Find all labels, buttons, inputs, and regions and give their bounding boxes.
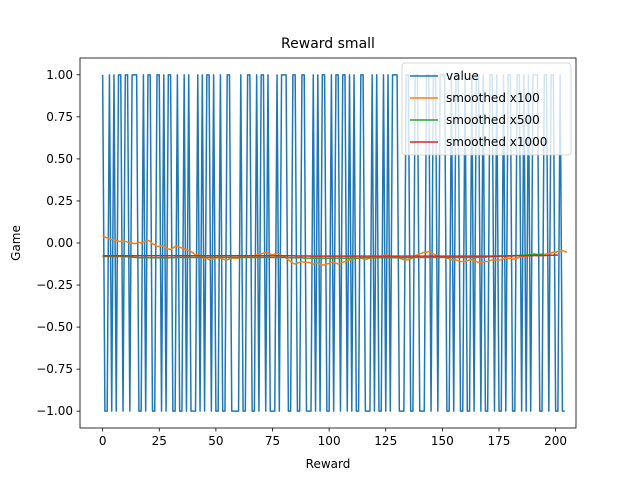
series-line-smoothed-x500 — [102, 253, 545, 259]
legend-label: smoothed x500 — [446, 113, 540, 127]
x-axis-label: Reward — [306, 457, 351, 471]
legend-label: smoothed x1000 — [446, 135, 547, 149]
y-axis: −1.00 −0.75 −0.50 −0.25 0.00 0.25 0.50 0.75 1.00 — [36, 68, 80, 418]
y-tick-label: −0.50 — [36, 320, 73, 334]
chart-title: Reward small — [281, 36, 375, 52]
y-tick-label: 0.25 — [46, 194, 73, 208]
legend-box — [401, 62, 572, 156]
x-tick-label: 175 — [488, 434, 511, 448]
series-layer — [101, 74, 568, 412]
y-tick-label: −1.00 — [36, 404, 73, 418]
x-tick-label: 200 — [544, 434, 567, 448]
y-axis-label: Game — [9, 225, 23, 261]
y-tick-label: 0.75 — [46, 110, 73, 124]
x-tick-label: 25 — [152, 434, 167, 448]
series-line-smoothed-x1000 — [102, 254, 558, 257]
series-line-smoothed-x100 — [102, 235, 568, 266]
x-tick-label: 100 — [318, 434, 341, 448]
x-tick-label: 50 — [208, 434, 223, 448]
y-tick-label: −0.75 — [36, 362, 73, 376]
legend-label: value — [446, 69, 479, 83]
legend-label: smoothed x100 — [446, 91, 540, 105]
y-tick-label: 0.50 — [46, 152, 73, 166]
x-tick-label: 75 — [265, 434, 280, 448]
x-tick-label: 150 — [431, 434, 454, 448]
x-tick-label: 125 — [374, 434, 397, 448]
y-tick-label: −0.25 — [36, 278, 73, 292]
y-tick-label: 0.00 — [46, 236, 73, 250]
legend: value smoothed x100 smoothed x500 smoothed … — [401, 62, 572, 156]
series-line-value — [101, 74, 565, 412]
x-tick-label: 0 — [99, 434, 107, 448]
y-tick-label: 1.00 — [46, 68, 73, 82]
x-axis: 0 25 50 75 100 125 150 175 200 — [99, 428, 567, 448]
